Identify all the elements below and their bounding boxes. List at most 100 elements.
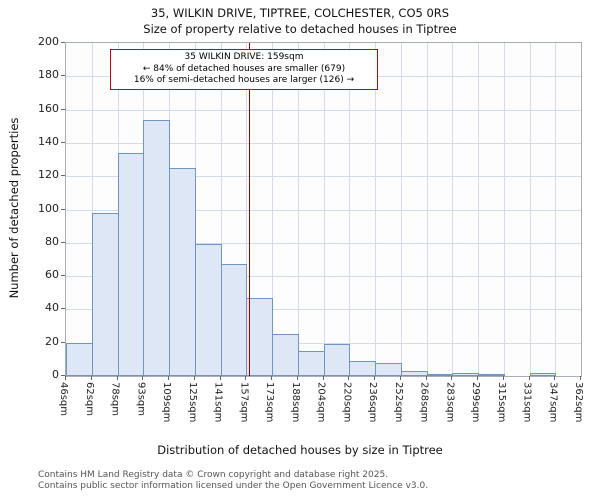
chart-title: 35, WILKIN DRIVE, TIPTREE, COLCHESTER, C… bbox=[150, 6, 450, 20]
y-tick-mark bbox=[61, 375, 65, 376]
histogram-bar bbox=[426, 374, 454, 376]
histogram-bar bbox=[349, 361, 376, 376]
annotation-larger-text: 16% of semi-detached houses are larger (… bbox=[133, 75, 355, 86]
x-tick-label: 173sqm bbox=[264, 382, 275, 423]
grid-line-v bbox=[426, 43, 428, 376]
y-tick-label: 40 bbox=[45, 301, 59, 315]
histogram-bar bbox=[375, 362, 402, 376]
y-tick-mark bbox=[61, 308, 65, 310]
y-tick-label: 160 bbox=[38, 101, 59, 115]
y-tick-mark bbox=[61, 275, 65, 277]
histogram-bar bbox=[297, 351, 325, 376]
y-tick-label: 60 bbox=[45, 268, 59, 282]
y-tick-mark bbox=[61, 175, 65, 177]
y-tick-mark bbox=[61, 108, 65, 110]
y-tick-label: 80 bbox=[45, 234, 59, 248]
histogram-bar bbox=[400, 371, 428, 376]
histogram-bar bbox=[117, 152, 145, 376]
x-tick-label: 93sqm bbox=[135, 382, 147, 417]
x-tick-label: 188sqm bbox=[289, 382, 301, 423]
grid-line-v bbox=[297, 43, 299, 376]
x-tick-label: 125sqm bbox=[186, 382, 198, 423]
grid-line-v bbox=[400, 43, 402, 376]
y-axis-label: Number of detached properties bbox=[7, 117, 21, 299]
x-tick-mark bbox=[477, 376, 478, 380]
annotation-title: 35 WILKIN DRIVE: 159sqm bbox=[184, 52, 304, 62]
x-tick-label: 204sqm bbox=[315, 382, 327, 423]
x-tick-mark bbox=[142, 376, 144, 380]
x-tick-label: 78sqm bbox=[109, 382, 121, 417]
y-tick-label: 180 bbox=[38, 68, 59, 82]
y-tick-mark bbox=[61, 208, 65, 210]
histogram-bar bbox=[272, 334, 299, 376]
y-tick-mark bbox=[61, 75, 65, 77]
x-tick-label: 62sqm bbox=[83, 382, 95, 417]
grid-line-v bbox=[375, 43, 376, 376]
x-tick-mark bbox=[451, 376, 453, 380]
x-tick-label: 252sqm bbox=[392, 382, 404, 423]
plot-area: 35 WILKIN DRIVE: 159sqm ← 84% of detache… bbox=[65, 42, 582, 377]
chart-subtitle: Size of property relative to detached ho… bbox=[143, 22, 457, 36]
y-tick-mark bbox=[61, 341, 65, 343]
y-tick-label: 200 bbox=[38, 35, 59, 48]
grid-line-v bbox=[349, 43, 351, 376]
histogram-bar bbox=[323, 344, 351, 376]
histogram-bar bbox=[169, 167, 196, 376]
histogram-bar bbox=[220, 264, 248, 376]
license-footer: Contains HM Land Registry data © Crown c… bbox=[38, 470, 428, 493]
annotation-box: 35 WILKIN DRIVE: 159sqm ← 84% of detache… bbox=[110, 49, 378, 91]
x-tick-label: 236sqm bbox=[367, 382, 378, 423]
histogram-bar bbox=[143, 119, 170, 376]
x-tick-label: 220sqm bbox=[341, 382, 353, 423]
y-tick-mark bbox=[61, 141, 65, 143]
x-tick-label: 331sqm bbox=[521, 382, 533, 423]
x-tick-mark bbox=[399, 376, 401, 380]
x-tick-mark bbox=[168, 376, 169, 380]
x-tick-label: 46sqm bbox=[58, 382, 69, 417]
x-tick-mark bbox=[271, 376, 272, 380]
y-tick-label: 20 bbox=[45, 334, 59, 348]
grid-line-v bbox=[323, 43, 325, 376]
x-tick-mark bbox=[193, 376, 195, 380]
grid-line-v bbox=[452, 43, 454, 376]
histogram-bar bbox=[194, 244, 222, 376]
x-tick-label: 141sqm bbox=[212, 382, 224, 423]
x-tick-mark bbox=[219, 376, 221, 380]
y-tick-label: 140 bbox=[38, 134, 59, 148]
x-tick-mark bbox=[425, 376, 427, 380]
grid-line-v bbox=[503, 43, 505, 376]
y-tick-mark bbox=[61, 241, 65, 243]
x-tick-label: 315sqm bbox=[495, 382, 507, 423]
x-tick-mark bbox=[554, 376, 556, 380]
x-tick-label: 299sqm bbox=[470, 382, 481, 423]
x-tick-mark bbox=[528, 376, 530, 380]
grid-line-v bbox=[220, 43, 222, 376]
histogram-bar bbox=[246, 297, 273, 376]
x-tick-label: 283sqm bbox=[444, 382, 456, 423]
grid-line-v bbox=[91, 43, 93, 376]
property-marker-line bbox=[248, 43, 251, 376]
x-tick-label: 157sqm bbox=[238, 382, 250, 423]
x-tick-mark bbox=[116, 376, 118, 380]
footer-line-2: Contains public sector information licen… bbox=[38, 481, 429, 492]
x-tick-mark bbox=[374, 376, 375, 380]
x-tick-mark bbox=[348, 376, 350, 380]
x-tick-label: 109sqm bbox=[161, 382, 172, 423]
y-tick-label: 100 bbox=[38, 201, 59, 215]
grid-line-v bbox=[478, 43, 479, 376]
grid-line-v bbox=[555, 43, 557, 376]
x-tick-label: 268sqm bbox=[418, 382, 430, 423]
x-tick-mark bbox=[65, 376, 66, 380]
grid-line-v bbox=[529, 43, 531, 376]
x-tick-label: 347sqm bbox=[547, 382, 559, 423]
y-tick-mark bbox=[61, 42, 65, 43]
y-tick-label: 120 bbox=[38, 168, 59, 182]
x-tick-mark bbox=[296, 376, 298, 380]
histogram-bar bbox=[452, 372, 479, 376]
histogram-bar bbox=[91, 212, 119, 376]
annotation-smaller-text: ← 84% of detached houses are smaller (67… bbox=[142, 63, 346, 74]
histogram-bar bbox=[66, 342, 93, 376]
x-tick-mark bbox=[580, 376, 581, 380]
y-tick-label: 0 bbox=[52, 368, 59, 381]
